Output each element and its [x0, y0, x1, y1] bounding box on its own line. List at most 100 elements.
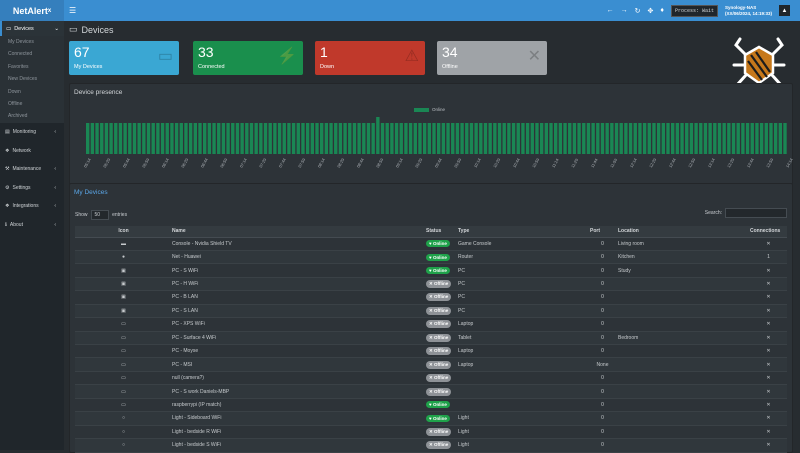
presence-bar [231, 123, 235, 154]
device-type: Router [455, 250, 587, 265]
table-header-row: Icon Name Status Type Port Location Conn… [75, 226, 787, 238]
presence-bar [497, 123, 502, 154]
presence-bar [437, 123, 441, 154]
column-header-type[interactable]: Type [455, 226, 587, 238]
column-header-location[interactable]: Location [615, 226, 747, 238]
sidebar-item-monitoring[interactable]: ▤ Monitoring ‹ [0, 123, 64, 142]
device-name-link[interactable]: PC - Moyse [169, 344, 423, 359]
sidebar-item-integrations[interactable]: ❖ Integrations ‹ [0, 197, 64, 216]
stat-card-offline[interactable]: 34 Offline ✕ [437, 41, 547, 75]
table-row[interactable]: ○ Light - bedside R WiFi ✕ Offline Light 0 ✕ [75, 425, 787, 440]
x-icon: ✕ [429, 442, 433, 448]
plug-icon: ⚡ [277, 48, 297, 65]
stat-card-connected[interactable]: 33 Connected ⚡ [193, 41, 303, 75]
sidebar-item-about[interactable]: ℹ About ‹ [0, 215, 64, 234]
x-tick-label: 06:59 [219, 157, 229, 169]
presence-bar [291, 123, 296, 154]
column-header-status[interactable]: Status [423, 226, 455, 238]
table-row[interactable]: ▭ PC - Surface 4 WiFi ✕ Offline Tablet 0 Bedr… [75, 331, 787, 346]
table-row[interactable]: ▭ PC - Moyse ✕ Offline Laptop 0 ✕ [75, 344, 787, 359]
table-row[interactable]: ▣ PC - H WiFi ✕ Offline PC 0 ✕ [75, 277, 787, 292]
app-logo[interactable]: NetAlertˣ [0, 0, 64, 21]
device-location: Kitchen [615, 250, 747, 265]
back-icon[interactable]: ← [606, 7, 614, 14]
presence-bar [90, 123, 95, 154]
device-name-link[interactable]: PC - S WiFi [169, 263, 423, 278]
status-badge: ✕ Offline [426, 427, 452, 436]
forward-icon[interactable]: → [620, 7, 628, 14]
stat-card-down[interactable]: 1 Down ⚠ [315, 41, 425, 75]
presence-bar [104, 123, 109, 154]
device-name-link[interactable]: PC - H WiFi [169, 277, 423, 292]
refresh-icon[interactable]: ↻ [634, 7, 641, 15]
device-name-link[interactable]: null (camera?) [169, 371, 423, 386]
sidebar-subitem-connected[interactable]: Connected [0, 48, 64, 61]
sidebar-subitem-new-devices[interactable]: New Devices [0, 73, 64, 86]
sidebar-item-network[interactable]: ❖ Network [0, 141, 64, 160]
device-name-link[interactable]: Light - bedside R WiFi [169, 425, 423, 440]
table-row[interactable]: ▬ Console - Nvidia Shield TV ♥ Online Game … [75, 237, 787, 251]
device-port: 0 [587, 371, 615, 386]
move-icon[interactable]: ✥ [647, 7, 654, 15]
sidebar-subitem-favorites[interactable]: Favorites [0, 60, 64, 74]
device-location [615, 277, 747, 292]
x-tick-label: 09:29 [414, 157, 424, 169]
device-type: PC [455, 304, 587, 319]
column-header-connections[interactable]: Connections [747, 226, 787, 238]
device-name-link[interactable]: Console - Nvidia Shield TV [169, 237, 423, 251]
presence-bar [390, 123, 394, 154]
column-header-icon[interactable]: Icon [75, 226, 169, 238]
column-header-name[interactable]: Name [169, 226, 423, 238]
sidebar-subitem-down[interactable]: Down [0, 85, 64, 99]
presence-bar [132, 123, 137, 154]
stat-card-my-devices[interactable]: 67 My Devices ▭ [69, 41, 179, 75]
user-avatar[interactable]: ▲ [779, 5, 790, 16]
sidebar-item-settings[interactable]: ⚙ Settings ‹ [0, 178, 64, 197]
device-connections[interactable]: 1 [747, 250, 787, 265]
table-row[interactable]: ▭ PC - XPS WiFi ✕ Offline Laptop 0 ✕ [75, 317, 787, 332]
sidebar-subitem-archived[interactable]: Archived [0, 110, 64, 123]
table-row[interactable]: ▣ PC - S LAN ✕ Offline PC 0 ✕ [75, 304, 787, 319]
device-icon: ○ [75, 411, 169, 426]
bell-icon[interactable]: ♦ [660, 7, 664, 14]
search-input[interactable] [725, 208, 787, 218]
device-name-link[interactable]: Light - Sideboard WiFi [169, 411, 423, 426]
sidebar-subitem-offline[interactable]: Offline [0, 98, 64, 111]
device-name-link[interactable]: PC - Surface 4 WiFi [169, 331, 423, 346]
table-row[interactable]: ▭ raspberrypi (IP match) ♥ Online 0 ✕ [75, 398, 787, 413]
device-name-link[interactable]: raspberrypi (IP match) [169, 398, 423, 413]
entries-select[interactable]: 50 [90, 210, 110, 220]
table-row[interactable]: ▭ PC - MSI ✕ Offline Laptop None ✕ [75, 357, 787, 372]
presence-bar [488, 123, 492, 154]
status-text: Online [432, 402, 447, 408]
heart-icon: ♥ [429, 241, 432, 247]
device-name-link[interactable]: PC - B LAN [169, 290, 423, 305]
device-name-link[interactable]: Net - Huawei [169, 250, 423, 265]
sidebar-subitem-my-devices[interactable]: My Devices [0, 36, 64, 49]
laptop-icon: ▭ [157, 48, 173, 65]
sidebar-item-maintenance[interactable]: ⚒ Maintenance ‹ [0, 160, 64, 179]
column-header-port[interactable]: Port [587, 226, 615, 238]
presence-bar [366, 123, 371, 154]
table-row[interactable]: ▣ PC - S WiFi ♥ Online PC 0 Study ✕ [75, 263, 787, 278]
status-cell: ✕ Offline [423, 384, 455, 399]
x-icon: ✕ [429, 361, 433, 367]
presence-bar [502, 123, 506, 154]
sidebar-item-devices[interactable]: ▭ Devices ⌄ [0, 21, 64, 36]
device-name-link[interactable]: PC - XPS WiFi [169, 317, 423, 332]
device-name-link[interactable]: PC - S LAN [169, 304, 423, 319]
table-row[interactable]: ● Net - Huawei ♥ Online Router 0 Kitchen 1 [75, 250, 787, 265]
table-row[interactable]: ▣ PC - B LAN ✕ Offline PC 0 ✕ [75, 290, 787, 305]
card-label: Connected [198, 64, 225, 70]
main-content: ▭ Devices 67 My Devices ▭ 33 Connected ⚡… [64, 21, 800, 453]
menu-toggle-icon[interactable]: ☰ [69, 6, 77, 15]
table-row[interactable]: ○ Light - Sideboard WiFi ♥ Online Light 0 ✕ [75, 411, 787, 426]
presence-bar [198, 123, 202, 154]
device-name-link[interactable]: PC - MSI [169, 357, 423, 372]
device-name-link[interactable]: PC - S work Daniels-MBP [169, 384, 423, 399]
table-row[interactable]: ▭ null (camera?) ✕ Offline 0 ✕ [75, 371, 787, 386]
presence-bar [624, 123, 628, 154]
table-row[interactable]: ▭ PC - S work Daniels-MBP ✕ Offline 0 ✕ [75, 384, 787, 399]
presence-bar [207, 123, 212, 154]
presence-bar [334, 123, 338, 154]
